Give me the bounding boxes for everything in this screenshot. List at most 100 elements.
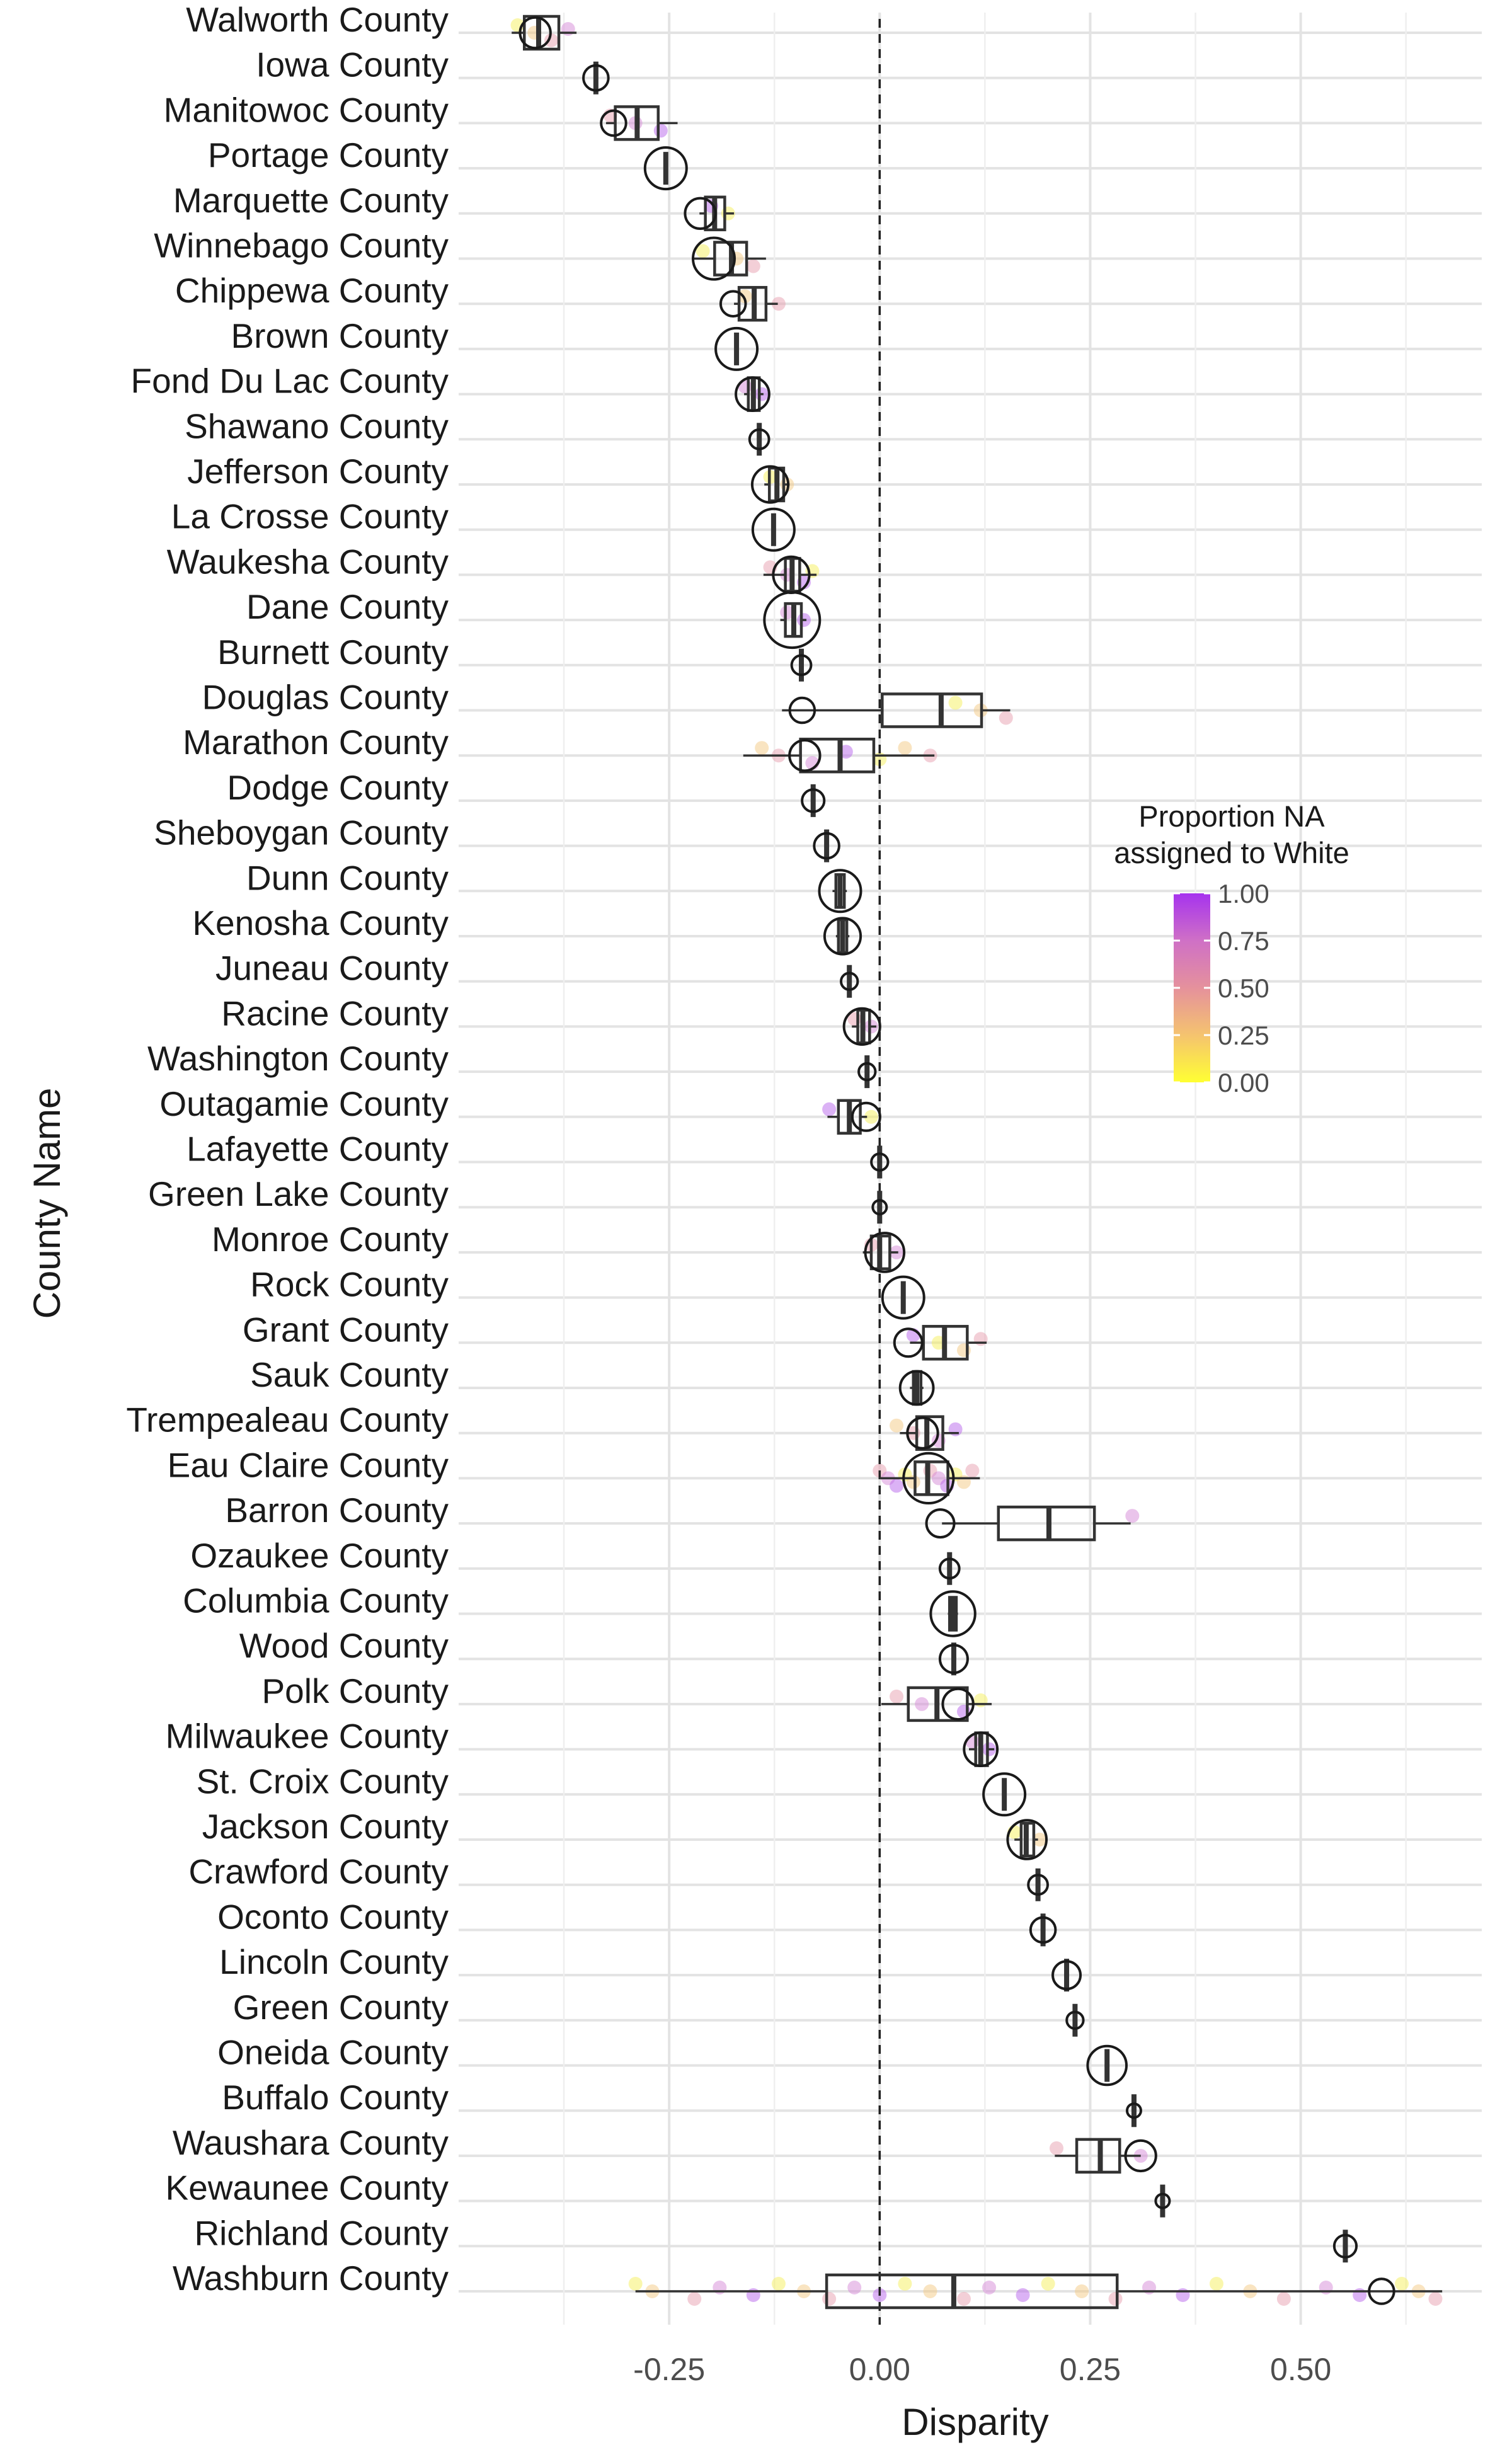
iqr-box: [881, 692, 983, 728]
grid-lines: [459, 13, 1482, 2325]
legend-title-line-2: assigned to White: [1114, 836, 1349, 869]
observed-disparity-marker: [925, 1508, 956, 1539]
county-axis-labels: Walworth County Iowa County Manitowoc Coun…: [126, 0, 449, 2298]
jitter-point: [822, 1102, 837, 1116]
county-boxplot: [1125, 2094, 1142, 2128]
observed-disparity-marker: [1368, 2277, 1395, 2305]
county-label: Grant County: [243, 1310, 449, 1349]
county-label: Oconto County: [217, 1897, 449, 1936]
county-label: Outagamie County: [159, 1084, 449, 1123]
county-boxplot: [1065, 2003, 1085, 2037]
county-label: Waukesha County: [167, 542, 449, 581]
observed-disparity-marker: [871, 1199, 888, 1216]
observed-disparity-marker: [823, 917, 862, 956]
observed-disparity-marker: [818, 869, 862, 914]
observed-disparity-marker: [600, 109, 627, 137]
jitter-point: [898, 741, 912, 755]
county-label: Ozaukee County: [190, 1536, 449, 1575]
county-boxplot: [982, 1772, 1027, 1817]
jitter-point: [771, 2277, 786, 2291]
county-label: La Crosse County: [171, 497, 449, 536]
observed-disparity-marker: [1154, 2192, 1171, 2209]
x-tick-label: -0.25: [633, 2352, 705, 2387]
jitter-point: [982, 2281, 997, 2294]
county-label: Jackson County: [202, 1807, 449, 1846]
legend-tick-label: 0.75: [1218, 926, 1269, 956]
observed-disparity-marker: [763, 591, 822, 650]
county-boxplot: [751, 507, 796, 552]
jitter-point: [1276, 2292, 1291, 2306]
county-boxplot: [879, 1452, 980, 1504]
county-boxplot: [1029, 1913, 1057, 1947]
observed-disparity-marker: [839, 971, 859, 991]
county-boxplot: [684, 195, 735, 232]
county-label: Washington County: [147, 1039, 449, 1078]
observed-disparity-marker: [893, 1327, 924, 1358]
legend-tick-label: 1.00: [1218, 879, 1269, 908]
jitter-point: [696, 244, 710, 258]
jitter-point: [1125, 1509, 1140, 1523]
county-label: Kenosha County: [192, 903, 449, 942]
observed-disparity-marker: [1051, 1960, 1082, 1991]
county-boxplot: [512, 14, 577, 51]
observed-disparity-marker: [864, 1232, 906, 1273]
jitter-point: [915, 1697, 929, 1711]
jitter-point: [890, 1479, 904, 1493]
county-boxplot: [582, 61, 610, 94]
county-boxplot: [801, 784, 826, 817]
jitter-point: [999, 711, 1013, 725]
jitter-point: [1033, 1833, 1047, 1847]
observed-disparity-marker: [1027, 1874, 1049, 1896]
jitter-point: [965, 1463, 980, 1478]
legend-tick-label: 0.25: [1218, 1021, 1269, 1050]
county-label: Dunn County: [246, 858, 449, 897]
jitter-point: [923, 2284, 937, 2298]
iqr-box: [915, 1415, 944, 1451]
county-boxplot: [839, 965, 859, 998]
observed-disparity-marker: [982, 1772, 1027, 1817]
county-label: Barron County: [225, 1491, 449, 1530]
county-boxplot: [929, 1590, 976, 1637]
county-label: Marquette County: [173, 181, 449, 220]
county-label: Kewaunee County: [166, 2168, 449, 2208]
county-boxplot: [818, 869, 862, 914]
jitter-point: [890, 1418, 904, 1433]
observed-disparity-marker: [898, 1370, 935, 1406]
observed-disparity-marker: [1006, 1819, 1048, 1860]
legend-tick-label: 0.50: [1218, 973, 1269, 1003]
observed-disparity-marker: [1332, 2233, 1358, 2259]
county-boxplot: [635, 2273, 1443, 2310]
observed-disparity-marker: [1124, 2139, 1157, 2173]
county-label: Manitowoc County: [164, 90, 449, 129]
iqr-box: [825, 2273, 1119, 2310]
county-boxplot: [600, 105, 678, 141]
county-label: Eau Claire County: [168, 1445, 449, 1484]
jitter-point: [890, 1689, 904, 1704]
county-boxplot: [1086, 2044, 1128, 2087]
iqr-box: [914, 1460, 949, 1496]
county-label: Dodge County: [227, 768, 449, 807]
x-axis-tick-labels: -0.25 0.00 0.25 0.50: [633, 2352, 1331, 2387]
county-label: Sauk County: [250, 1355, 449, 1394]
jitter-point: [628, 2277, 643, 2291]
county-label: Jefferson County: [187, 452, 449, 491]
county-boxplot: [938, 1642, 969, 1676]
county-boxplot: [735, 376, 770, 412]
jitter-point: [780, 605, 794, 620]
county-label: Marathon County: [183, 723, 449, 762]
county-boxplot: [743, 737, 935, 774]
observed-disparity-marker: [788, 696, 816, 724]
jitter-point: [1428, 2292, 1443, 2306]
jitter-point: [965, 1734, 980, 1749]
county-boxplot: [782, 692, 1011, 728]
county-label: Monroe County: [212, 1220, 449, 1259]
county-boxplot: [1055, 2138, 1157, 2174]
x-tick-label: 0.00: [849, 2352, 910, 2387]
county-label: Burnett County: [217, 633, 449, 672]
county-boxplot: [1332, 2230, 1358, 2263]
county-label: Trempealeau County: [126, 1400, 449, 1440]
observed-disparity-marker: [929, 1590, 976, 1637]
legend-title-line-1: Proportion NA: [1138, 799, 1325, 833]
iqr-box: [523, 14, 561, 51]
county-label: Brown County: [231, 316, 449, 355]
